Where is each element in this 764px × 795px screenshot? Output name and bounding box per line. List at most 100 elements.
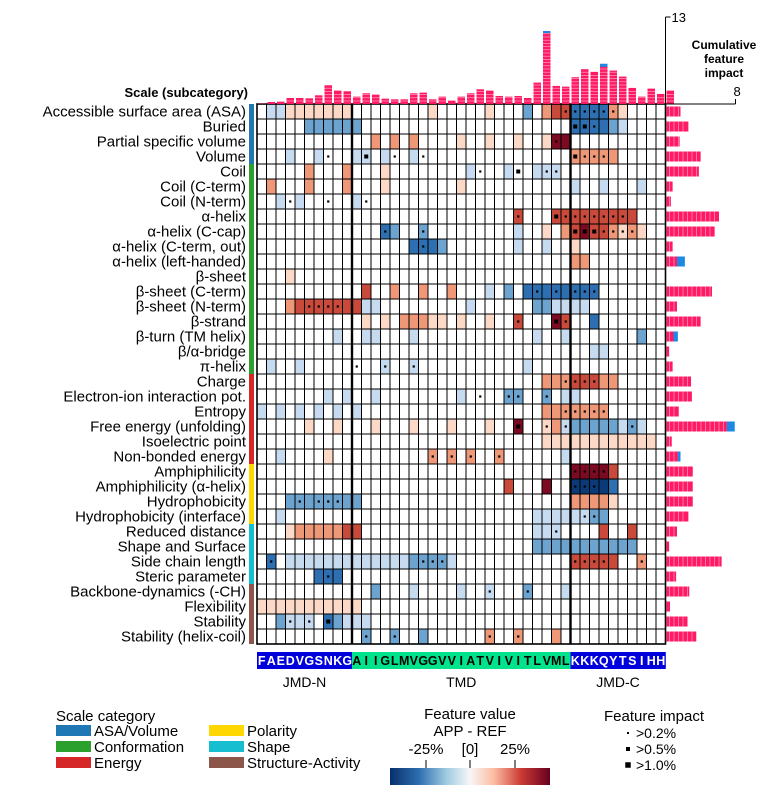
residue-box <box>304 652 315 669</box>
right-bar <box>666 256 677 267</box>
category-strip-segment <box>249 434 254 449</box>
category-strip-segment <box>249 209 254 224</box>
heatmap-cell <box>504 284 514 299</box>
residue-letter: Y <box>609 654 618 668</box>
category-legend-swatch <box>56 725 91 736</box>
impact-mark <box>555 530 558 533</box>
impact-mark <box>507 395 510 398</box>
heatmap-cell <box>532 509 542 524</box>
heatmap-cell <box>276 449 286 464</box>
heatmap-cell <box>342 554 352 569</box>
heatmap-cell <box>295 359 305 374</box>
category-strip <box>249 104 254 644</box>
residue-box <box>428 652 438 669</box>
heatmap-cell <box>637 329 647 344</box>
heatmap-cell <box>304 599 314 614</box>
right-bar <box>666 481 693 492</box>
category-strip-segment <box>249 314 254 329</box>
impact-mark <box>488 590 491 593</box>
heatmap-grid <box>256 103 667 645</box>
impact-mark <box>327 200 330 203</box>
heatmap-cell <box>304 104 314 119</box>
residue-letter: S <box>628 654 636 668</box>
heatmap-cell <box>285 299 295 314</box>
residue-box <box>551 652 562 669</box>
impact-mark <box>488 635 491 638</box>
impact-mark <box>602 560 605 563</box>
heatmap-cell <box>323 449 333 464</box>
residue-letter: L <box>533 654 541 668</box>
residue-box <box>257 652 267 669</box>
category-legend-swatch <box>209 741 244 752</box>
impact-mark <box>365 200 368 203</box>
residue-box <box>285 652 296 669</box>
impact-mark <box>593 110 596 113</box>
region-label-tmd: TMD <box>446 674 476 690</box>
impact-mark <box>298 500 301 503</box>
impact-mark <box>583 290 586 293</box>
impact-mark <box>393 635 396 638</box>
residue-box <box>504 652 514 669</box>
heatmap-cell <box>513 239 523 254</box>
top-axis-title-line: Cumulative <box>692 38 757 52</box>
category-legend-label: Polarity <box>247 723 298 740</box>
residue-box <box>380 652 391 669</box>
impact-mark <box>573 154 578 159</box>
heatmap-cell <box>447 284 457 299</box>
residue-letter: T <box>619 654 627 668</box>
heatmap-cell <box>589 419 599 434</box>
right-bar <box>666 106 681 117</box>
heatmap-cell <box>627 539 637 554</box>
impact-mark <box>574 485 577 488</box>
heatmap-cell <box>580 434 590 449</box>
impact-mark <box>574 110 577 113</box>
impact-mark <box>355 365 358 368</box>
heatmap-cell <box>504 479 514 494</box>
impact-legend-label: >0.2% <box>636 725 676 741</box>
heatmap-cell <box>599 344 609 359</box>
right-bar-negative-part <box>677 451 681 462</box>
heatmap-cell <box>342 494 352 509</box>
category-strip-segment <box>249 179 254 194</box>
heatmap-cell <box>599 374 609 389</box>
impact-mark <box>450 455 453 458</box>
top-bar <box>609 70 617 104</box>
category-legend-swatch <box>56 741 91 752</box>
impact-mark <box>270 560 273 563</box>
impact-mark <box>517 395 520 398</box>
heatmap-cell <box>257 599 267 614</box>
category-strip-segment <box>249 224 254 239</box>
residue-box <box>447 652 457 669</box>
legends: Scale categoryASA/VolumeConformationEner… <box>56 706 705 785</box>
heatmap-cell <box>314 524 324 539</box>
residue-letter: A <box>352 654 361 668</box>
heatmap-cell <box>599 509 609 524</box>
residue-box <box>570 652 581 669</box>
category-strip-segment <box>249 614 254 629</box>
row-label: Electron-ion interaction pot. <box>63 389 246 406</box>
heatmap-cell <box>618 119 628 134</box>
heatmap-cell <box>542 524 552 539</box>
impact-mark <box>593 470 596 473</box>
impact-mark <box>593 290 596 293</box>
residue-letter: H <box>647 654 656 668</box>
heatmap-cell <box>352 554 362 569</box>
row-label: β-sheet <box>196 269 247 286</box>
impact-legend-marker <box>626 747 630 751</box>
heatmap-cell <box>570 539 580 554</box>
heatmap-cell <box>523 359 533 374</box>
heatmap-cell <box>608 479 618 494</box>
impact-mark <box>384 230 387 233</box>
right-bar <box>666 571 677 582</box>
heatmap-cell <box>646 434 656 449</box>
row-label: Hydrophobicity <box>147 494 247 511</box>
right-bar <box>666 316 701 327</box>
heatmap-cell <box>333 119 343 134</box>
heatmap-cell <box>276 194 286 209</box>
residue-letter: A <box>267 654 276 668</box>
top-bar <box>419 92 427 104</box>
category-strip-segment <box>249 374 254 389</box>
residue-letter: K <box>590 654 599 668</box>
